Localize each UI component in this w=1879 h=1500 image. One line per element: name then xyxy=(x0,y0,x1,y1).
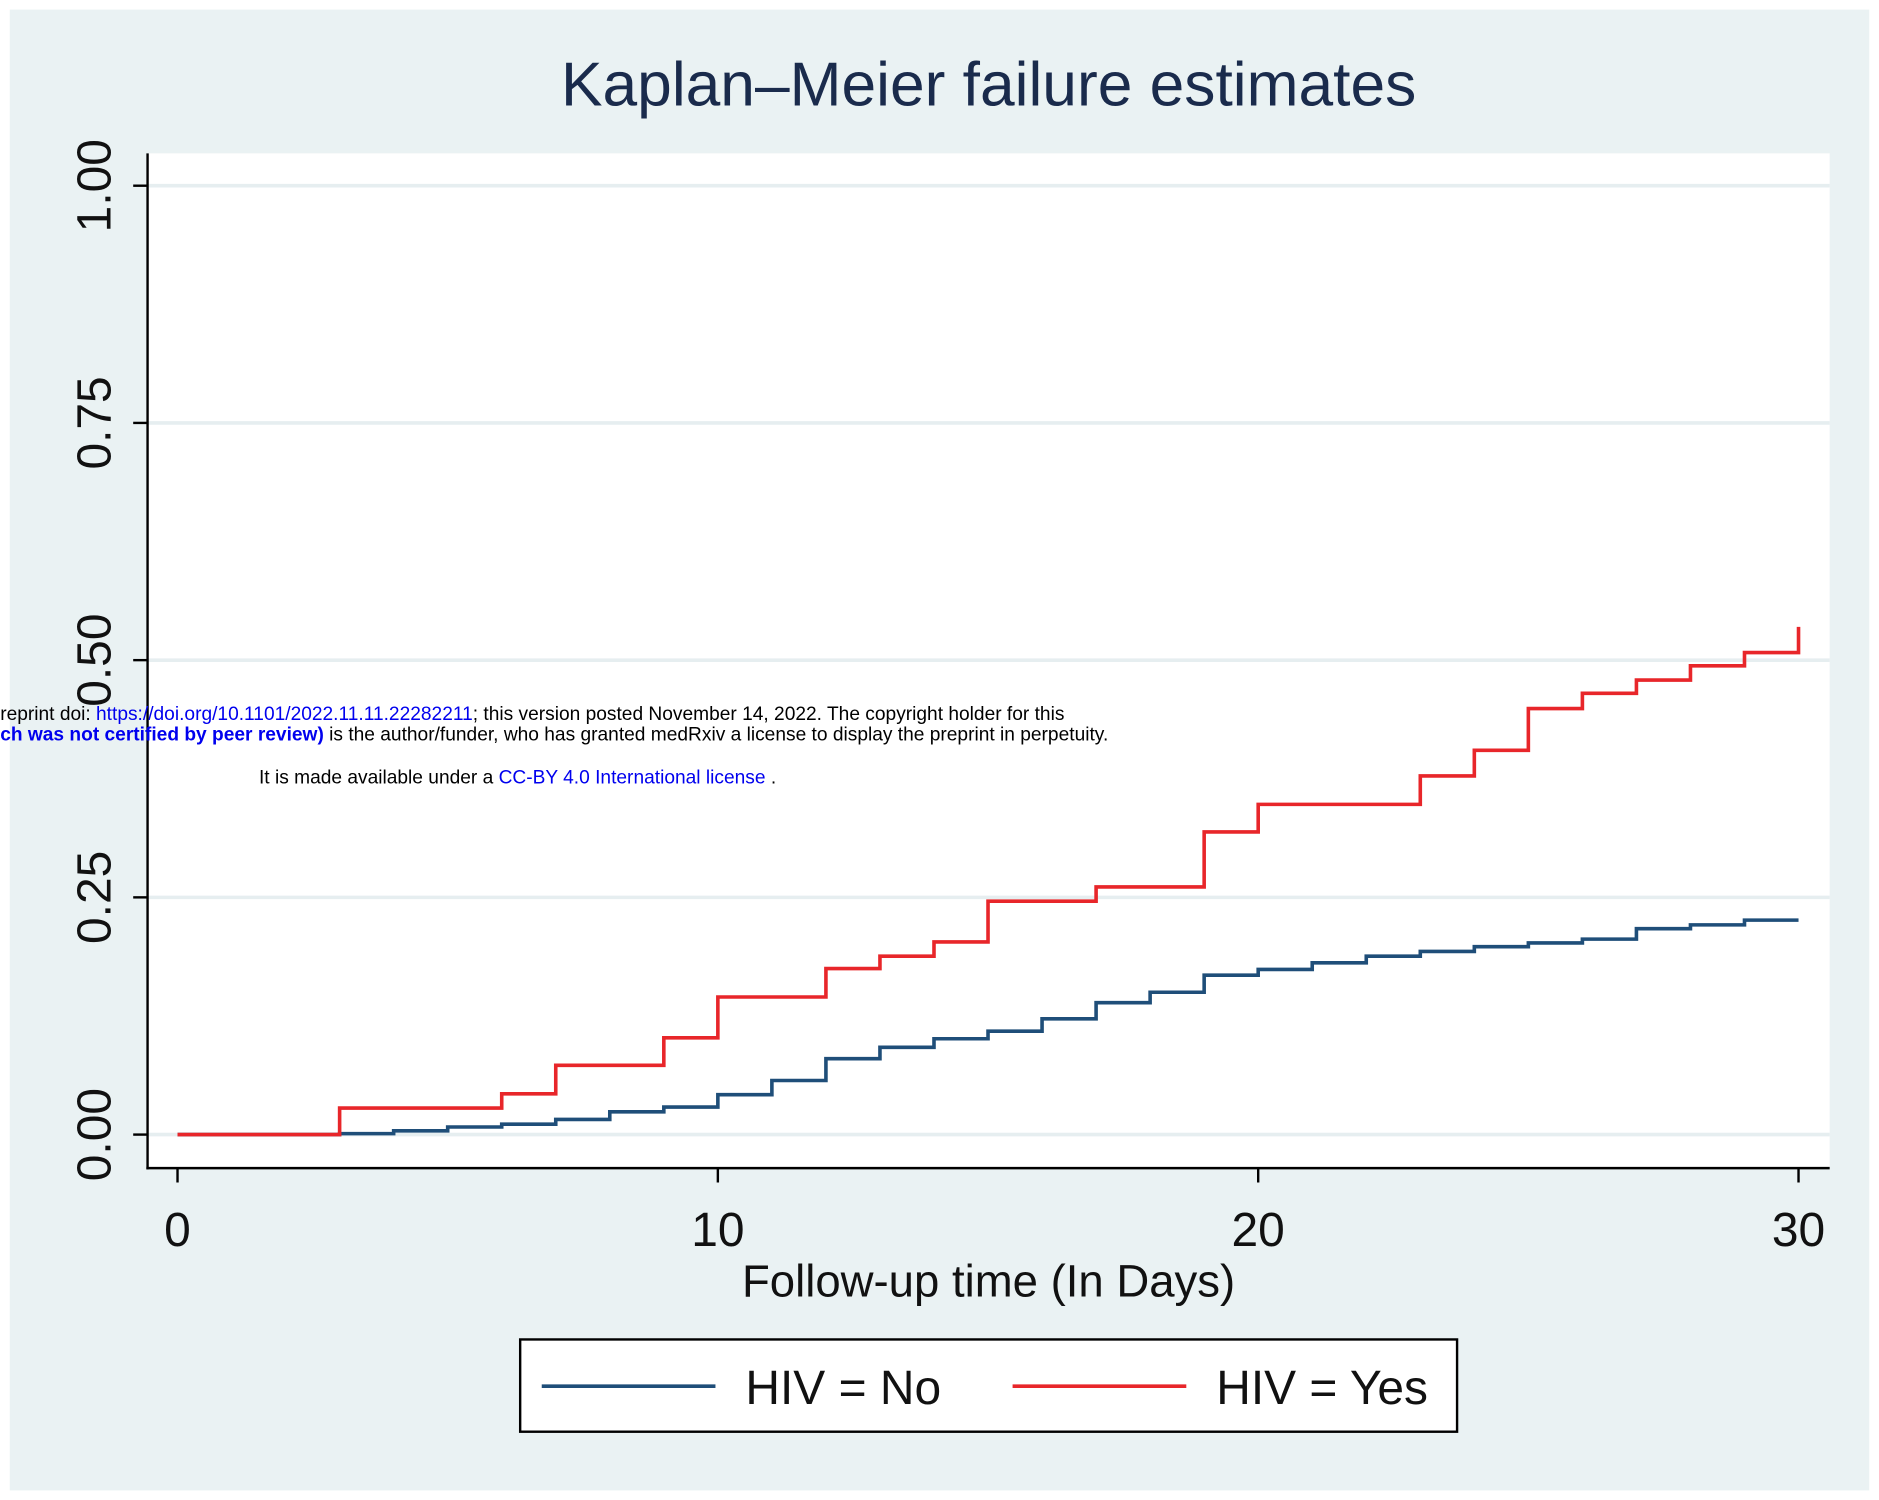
watermark-text: . xyxy=(766,768,777,789)
legend-label: HIV = Yes xyxy=(1216,1362,1428,1415)
plot-layer: 0.00 0.25 0.50 0.75 1.00 0 10 20 30 xyxy=(68,139,1830,1257)
watermark-text: is the author/funder, who has granted me… xyxy=(324,724,1108,745)
step-line xyxy=(177,626,1801,1137)
watermark: reprint doi: https://doi.org/10.1101/202… xyxy=(0,704,1108,788)
watermark-text: https://doi.org/10.1101/2022.11.11.22282… xyxy=(96,704,473,725)
y-tick-label: 0.00 xyxy=(68,1088,121,1181)
legend: HIV = No HIV = Yes xyxy=(541,1362,1428,1415)
watermark-text: It is made available under a xyxy=(259,768,499,789)
y-tick-label: 0.75 xyxy=(68,376,121,469)
x-tick-label: 20 xyxy=(1232,1204,1285,1257)
watermark-text: reprint doi: xyxy=(0,704,96,725)
x-tick-label: 0 xyxy=(164,1204,191,1257)
watermark-line: reprint doi: https://doi.org/10.1101/202… xyxy=(0,704,1064,725)
watermark-text: ; this version posted November 14, 2022.… xyxy=(473,704,1065,725)
watermark-text: ch was not certified by peer review) xyxy=(0,724,324,745)
y-tick-label: 0.50 xyxy=(68,614,121,707)
watermark-line: ch was not certified by peer review) is … xyxy=(0,724,1108,745)
x-axis-title: Follow-up time (In Days) xyxy=(742,1255,1235,1306)
x-tick-label: 10 xyxy=(691,1204,744,1257)
step-line xyxy=(177,918,1799,1137)
x-tick-label: 30 xyxy=(1772,1204,1825,1257)
watermark-text: CC-BY 4.0 International license xyxy=(499,768,766,789)
y-tick-label: 0.25 xyxy=(68,851,121,944)
chart-title: Kaplan–Meier failure estimates xyxy=(561,50,1416,119)
y-tick-label: 1.00 xyxy=(68,139,121,232)
watermark-line: It is made available under a CC-BY 4.0 I… xyxy=(259,768,776,789)
legend-label: HIV = No xyxy=(745,1362,941,1415)
